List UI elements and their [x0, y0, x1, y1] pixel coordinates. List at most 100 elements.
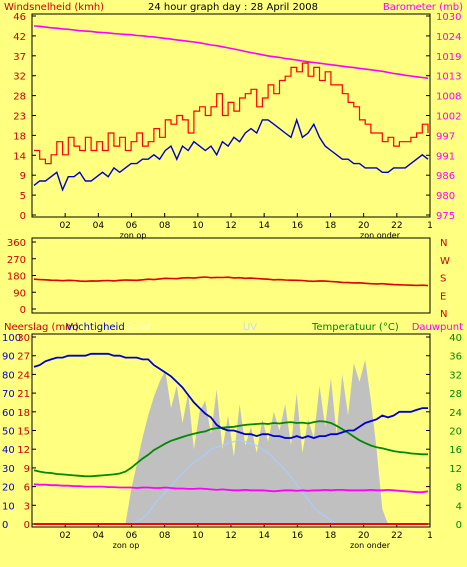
temp-ytick-label: 0: [456, 520, 462, 531]
baro-ytick-label: 1030: [436, 12, 461, 23]
baro-ytick-label: 1013: [436, 72, 461, 83]
x-tick-label: 20: [358, 221, 370, 231]
temp-ytick-label: 24: [449, 408, 462, 419]
barometer-series: [33, 25, 429, 79]
x-tick-label-bottom: 16: [292, 531, 304, 541]
wind-axis-title: Windsnelheid (kmh): [4, 2, 104, 13]
humidity-ytick-label: 100: [2, 333, 21, 344]
humidity-ytick-label: 90: [2, 352, 15, 363]
rain-ytick-label: 21: [17, 389, 30, 400]
temp-ytick-label: 20: [449, 427, 462, 438]
x-tick-label-bottom: 18: [325, 531, 337, 541]
wind-ytick-label: 37: [13, 52, 26, 63]
baro-ytick-label: 986: [436, 171, 455, 182]
dir-ytick-label: 360: [7, 238, 26, 249]
compass-label: N: [440, 238, 447, 249]
humidity-series: [33, 352, 428, 439]
dir-ytick-label: 90: [13, 288, 26, 299]
sunrise-label: zon op: [120, 231, 147, 240]
x-tick-label-bottom: 22: [391, 531, 402, 541]
barometer-axis-title: Barometer (mb): [383, 2, 463, 13]
x-tick-label-bottom: 04: [93, 531, 105, 541]
humidity-ytick-label: 0: [2, 520, 8, 531]
x-tick-label-bottom: 12: [225, 531, 236, 541]
rain-ytick-label: 30: [17, 333, 30, 344]
dir-ytick-label: 270: [7, 255, 26, 266]
sunset-label-bottom: zon onder: [350, 541, 391, 550]
humidity-ytick-label: 20: [2, 483, 15, 494]
wind-ytick-label: 32: [13, 72, 26, 83]
baro-ytick-label: 997: [436, 131, 455, 142]
temp-ytick-label: 12: [449, 464, 462, 475]
wind-ytick-label: 9: [20, 171, 26, 182]
sunrise-label-bottom: zon op: [113, 541, 140, 550]
rain-ytick-label: 27: [17, 352, 30, 363]
wind-ytick-label: 23: [13, 112, 26, 123]
x-tick-label: 18: [325, 221, 337, 231]
x-tick-label-bottom: 02: [59, 531, 70, 541]
temp-ytick-label: 28: [449, 389, 462, 400]
rain-ytick-label: 6: [24, 483, 30, 494]
temp-ytick-label: 32: [449, 370, 462, 381]
rain-ytick-label: 15: [17, 427, 30, 438]
x-tick-label-bottom: 1: [427, 531, 433, 541]
temp-ytick-label: 40: [449, 333, 462, 344]
x-tick-label: 06: [126, 221, 138, 231]
dewpoint-axis-title: Dauwpunt: [412, 322, 463, 333]
x-tick-label-bottom: 06: [126, 531, 138, 541]
wind-avg-series: [33, 117, 429, 192]
temp-ytick-label: 8: [456, 483, 462, 494]
x-tick-label: 04: [93, 221, 105, 231]
humidity-ytick-label: 30: [2, 464, 15, 475]
x-tick-label: 08: [159, 221, 171, 231]
humidity-ytick-label: 80: [2, 370, 15, 381]
baro-ytick-label: 1019: [436, 52, 461, 63]
wind-gust-series: [34, 62, 429, 165]
x-tick-label-bottom: 10: [192, 531, 204, 541]
baro-ytick-label: 1002: [436, 112, 461, 123]
x-tick-label: 02: [59, 221, 70, 231]
humidity-ytick-label: 40: [2, 445, 15, 456]
dir-ytick-label: 0: [20, 305, 26, 316]
x-tick-label-bottom: 08: [159, 531, 171, 541]
humidity-ytick-label: 50: [2, 427, 15, 438]
x-tick-label: 14: [258, 221, 270, 231]
temperature-axis-title: Temperatuur (°C): [311, 322, 399, 333]
rain-ytick-label: 12: [17, 445, 30, 456]
rain-ytick-label: 3: [24, 501, 30, 512]
dir-ytick-label: 180: [7, 272, 26, 283]
x-tick-label: 1: [427, 221, 433, 231]
wind-ytick-label: 28: [13, 92, 26, 103]
rain-ytick-label: 9: [24, 464, 30, 475]
rain-ytick-label: 0: [24, 520, 30, 531]
chart-title: 24 hour graph day : 28 April 2008: [148, 2, 318, 13]
temp-ytick-label: 36: [449, 352, 462, 363]
baro-ytick-label: 975: [436, 211, 455, 222]
temp-ytick-label: 4: [456, 501, 462, 512]
compass-label: E: [440, 291, 446, 302]
x-tick-label-bottom: 14: [258, 531, 270, 541]
panel-wind-frame: [31, 13, 431, 218]
compass-label: N: [440, 309, 447, 320]
x-tick-label: 12: [225, 221, 236, 231]
humidity-ytick-label: 10: [2, 501, 15, 512]
wind-ytick-label: 5: [20, 191, 26, 202]
baro-ytick-label: 980: [436, 191, 455, 202]
rain-ytick-label: 18: [17, 408, 30, 419]
baro-ytick-label: 1008: [436, 92, 461, 103]
wind-ytick-label: 18: [13, 131, 26, 142]
compass-label: W: [440, 256, 450, 267]
humidity-axis-title: Vochtigheid: [66, 322, 125, 333]
rain-ytick-label: 24: [17, 370, 30, 381]
compass-label: S: [440, 274, 446, 285]
x-tick-label-bottom: 20: [358, 531, 370, 541]
wind-ytick-label: 0: [20, 211, 26, 222]
temp-ytick-label: 16: [449, 445, 462, 456]
baro-ytick-label: 991: [436, 151, 455, 162]
x-tick-label: 16: [292, 221, 304, 231]
solar-area: [34, 359, 428, 524]
wind-direction-series: [33, 276, 429, 287]
uv-axis-title: UV: [243, 322, 257, 333]
rain-axis-title: Neerslag (mm): [4, 322, 79, 333]
